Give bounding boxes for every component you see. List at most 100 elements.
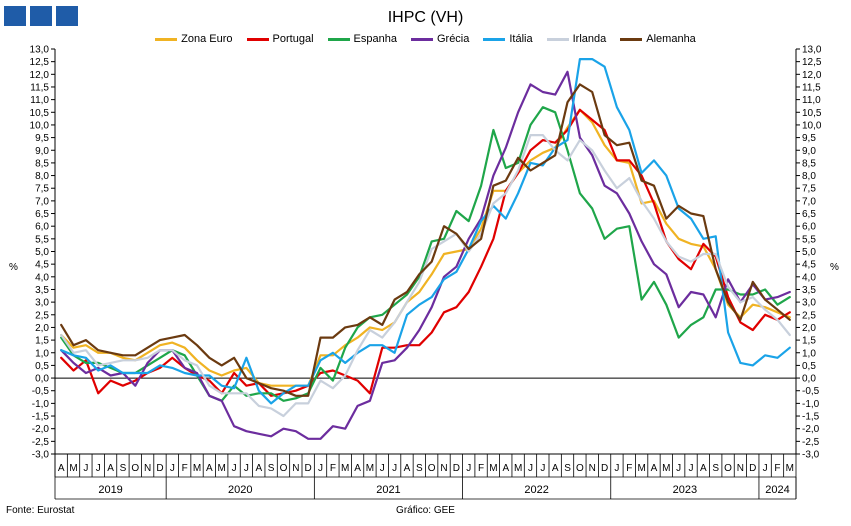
x-tick-label: J (232, 463, 237, 474)
legend-item: Espanha (327, 33, 397, 45)
y-tick-label-right: 3,0 (802, 298, 816, 309)
legend-swatch (246, 37, 269, 41)
x-tick-label: J (689, 463, 694, 474)
y-tick-label-left: 2,0 (35, 323, 49, 334)
y-tick-label-left: 7,0 (35, 196, 49, 207)
x-tick-label: M (218, 463, 226, 474)
x-tick-label: J (763, 463, 768, 474)
x-tick-label: D (601, 463, 608, 474)
x-tick-label: S (564, 463, 571, 474)
x-tick-label: S (712, 463, 719, 474)
y-tick-label-left: 9,5 (35, 133, 49, 144)
x-tick-label: O (280, 463, 288, 474)
x-tick-label: J (392, 463, 397, 474)
year-label: 2023 (673, 484, 697, 496)
x-tick-label: D (453, 463, 460, 474)
y-tick-label-right: 7,5 (802, 184, 816, 195)
x-tick-label: J (83, 463, 88, 474)
y-tick-label-right: 1,5 (802, 336, 816, 347)
legend-item: Irlanda (546, 33, 607, 45)
y-tick-label-left: -0,5 (32, 386, 50, 397)
y-tick-label-right: -0,5 (802, 386, 820, 397)
series-line-espanha (60, 106, 791, 402)
y-tick-label-right: 7,0 (802, 196, 816, 207)
y-tick-label-left: 11,0 (30, 95, 49, 106)
y-tick-label-left: 2,5 (35, 310, 49, 321)
x-tick-label: M (514, 463, 522, 474)
logo-block (56, 6, 78, 26)
y-tick-label-right: 8,0 (802, 171, 816, 182)
legend-swatch (327, 37, 350, 41)
x-tick-label: N (292, 463, 299, 474)
y-tick-label-right: 12,5 (802, 57, 822, 68)
x-tick-label: M (786, 463, 794, 474)
x-tick-label: J (244, 463, 249, 474)
logo-block (30, 6, 52, 26)
x-tick-label: N (144, 463, 151, 474)
y-tick-label-left: 10,0 (30, 120, 50, 131)
x-tick-label: J (318, 463, 323, 474)
y-tick-label-left: -3,0 (32, 450, 50, 461)
x-tick-label: A (404, 463, 411, 474)
y-tick-label-left: 8,5 (35, 158, 49, 169)
y-tick-label-left: 7,5 (35, 184, 49, 195)
y-tick-label-right: 10,5 (802, 108, 822, 119)
year-label: 2022 (524, 484, 548, 496)
y-tick-label-left: -2,5 (32, 437, 50, 448)
x-tick-label: A (107, 463, 114, 474)
x-tick-label: M (341, 463, 349, 474)
series-line-zona-euro (60, 108, 791, 387)
x-tick-label: S (268, 463, 275, 474)
x-tick-label: O (724, 463, 732, 474)
right-axis-unit: % (830, 262, 839, 273)
y-tick-label-right: -1,0 (802, 399, 820, 410)
series-line-it-lia (60, 57, 791, 405)
x-tick-label: J (676, 463, 681, 474)
legend-item: Grécia (410, 33, 470, 45)
year-label: 2019 (98, 484, 122, 496)
y-tick-label-left: -2,0 (32, 424, 50, 435)
x-tick-label: O (428, 463, 436, 474)
y-tick-label-left: 1,0 (35, 348, 49, 359)
y-tick-label-right: 6,0 (802, 222, 816, 233)
x-tick-label: D (156, 463, 163, 474)
x-tick-label: D (749, 463, 756, 474)
y-tick-label-right: 2,0 (802, 323, 816, 334)
y-tick-label-right: 5,0 (802, 247, 816, 258)
legend-swatch (546, 37, 569, 41)
y-tick-label-left: 8,0 (35, 171, 49, 182)
y-tick-label-right: -3,0 (802, 450, 820, 461)
y-tick-label-right: 2,5 (802, 310, 816, 321)
x-tick-label: F (182, 463, 188, 474)
x-tick-label: A (552, 463, 559, 474)
y-tick-label-left: 13,0 (30, 45, 50, 56)
legend-swatch (483, 37, 506, 41)
year-label: 2024 (765, 484, 789, 496)
year-label: 2020 (228, 484, 252, 496)
chart-legend: Zona Euro Portugal Espanha Grécia Itália Irla… (0, 33, 851, 45)
x-tick-label: S (120, 463, 127, 474)
legend-swatch (410, 37, 433, 41)
x-tick-label: M (489, 463, 497, 474)
x-tick-label: N (440, 463, 447, 474)
x-tick-label: A (502, 463, 509, 474)
y-tick-label-right: 11,0 (802, 95, 821, 106)
x-tick-label: A (700, 463, 707, 474)
y-tick-label-right: 9,0 (802, 146, 816, 157)
y-tick-label-right: 8,5 (802, 158, 816, 169)
x-tick-label: J (528, 463, 533, 474)
x-tick-label: N (589, 463, 596, 474)
x-tick-label: J (614, 463, 619, 474)
x-tick-label: M (637, 463, 645, 474)
x-tick-label: J (540, 463, 545, 474)
y-tick-label-right: 6,5 (802, 209, 816, 220)
y-tick-label-right: 12,0 (802, 70, 822, 81)
series-line-alemanha (60, 83, 791, 397)
chart-title: IHPC (VH) (387, 9, 464, 26)
legend-label: Grécia (436, 33, 470, 45)
y-tick-label-right: 0,5 (802, 361, 816, 372)
legend-label: Alemanha (646, 33, 696, 45)
x-tick-label: A (206, 463, 213, 474)
legend-label: Irlanda (572, 33, 607, 45)
